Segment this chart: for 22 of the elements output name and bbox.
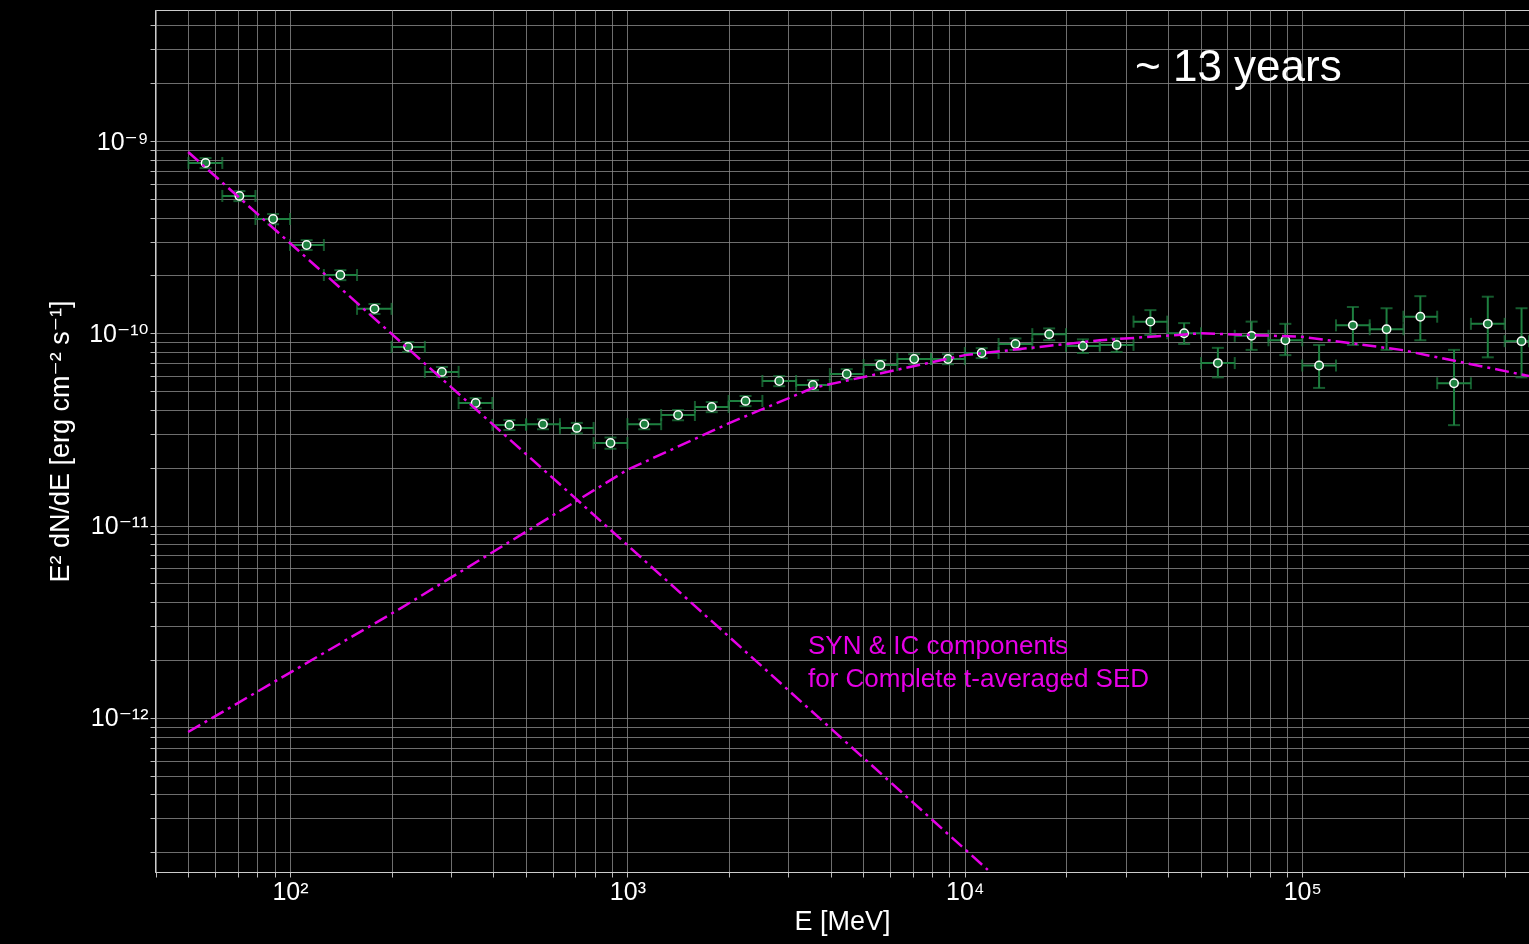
point bbox=[1482, 318, 1493, 329]
point bbox=[1449, 378, 1459, 389]
point bbox=[1212, 358, 1223, 369]
y-tick-label: 10⁻⁹ bbox=[96, 126, 149, 155]
point bbox=[1145, 316, 1156, 327]
point bbox=[1347, 320, 1358, 331]
annotation: ~ 13 years bbox=[1135, 41, 1342, 90]
y-tick-label: 10⁻¹⁰ bbox=[89, 318, 149, 347]
y-tick-label: 10⁻¹¹ bbox=[90, 511, 149, 540]
x-tick-label: 10⁴ bbox=[946, 876, 985, 905]
point bbox=[1516, 336, 1527, 347]
x-tick-label: 10³ bbox=[609, 876, 646, 905]
point bbox=[1381, 324, 1392, 335]
annotation: SYN & IC components bbox=[808, 630, 1069, 660]
y-tick-label: 10⁻¹² bbox=[90, 703, 149, 732]
point bbox=[1314, 360, 1325, 371]
x-axis-title: E [MeV] bbox=[794, 905, 891, 936]
x-tick-label: 10⁵ bbox=[1283, 876, 1322, 905]
y-axis-title: E² dN/dE [erg cm⁻² s⁻¹] bbox=[45, 300, 76, 583]
x-tick-label: 10² bbox=[272, 876, 309, 905]
annotation: for Complete t-averaged SED bbox=[808, 663, 1150, 693]
point bbox=[1415, 311, 1426, 322]
